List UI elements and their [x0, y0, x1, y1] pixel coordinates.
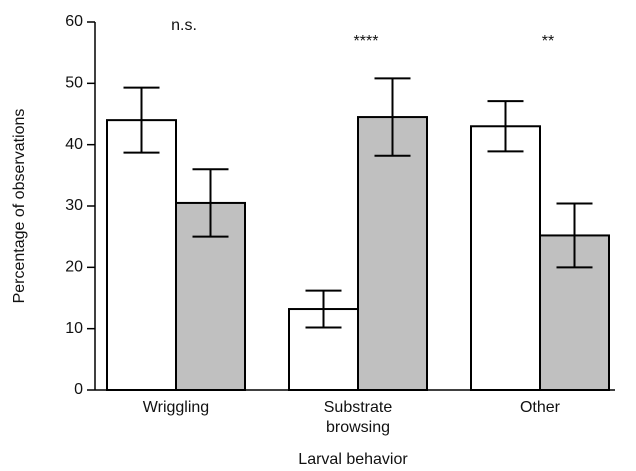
y-tick-label: 0 [74, 381, 83, 398]
x-tick-label-box: Substrate browsing [323, 399, 393, 436]
error-bar [487, 100, 524, 153]
x-tick-label-box: Wriggling [142, 399, 210, 416]
error-bar [374, 77, 411, 157]
bar [470, 125, 541, 392]
y-tick-label: 30 [65, 197, 83, 214]
error-bar [192, 168, 229, 238]
x-tick-label-box: Other [519, 399, 560, 416]
x-axis-label: Larval behavior [298, 451, 408, 468]
error-bar [556, 202, 593, 269]
y-axis-label: Percentage of observations [11, 109, 28, 304]
significance-label: ** [542, 33, 554, 50]
significance-label: n.s. [171, 17, 197, 34]
error-bar [305, 289, 342, 329]
x-tick-label: Other [519, 399, 560, 416]
x-tick-label: Substrate browsing [323, 399, 393, 436]
error-bar [123, 86, 160, 154]
y-tick-label: 10 [65, 320, 83, 337]
bar [106, 119, 177, 391]
bar [357, 116, 428, 391]
y-tick-label: 20 [65, 259, 83, 276]
x-tick-label: Wriggling [142, 399, 210, 416]
y-tick-label: 60 [65, 13, 83, 30]
significance-label: **** [354, 33, 379, 50]
y-tick-label: 50 [65, 75, 83, 92]
y-tick-label: 40 [65, 136, 83, 153]
